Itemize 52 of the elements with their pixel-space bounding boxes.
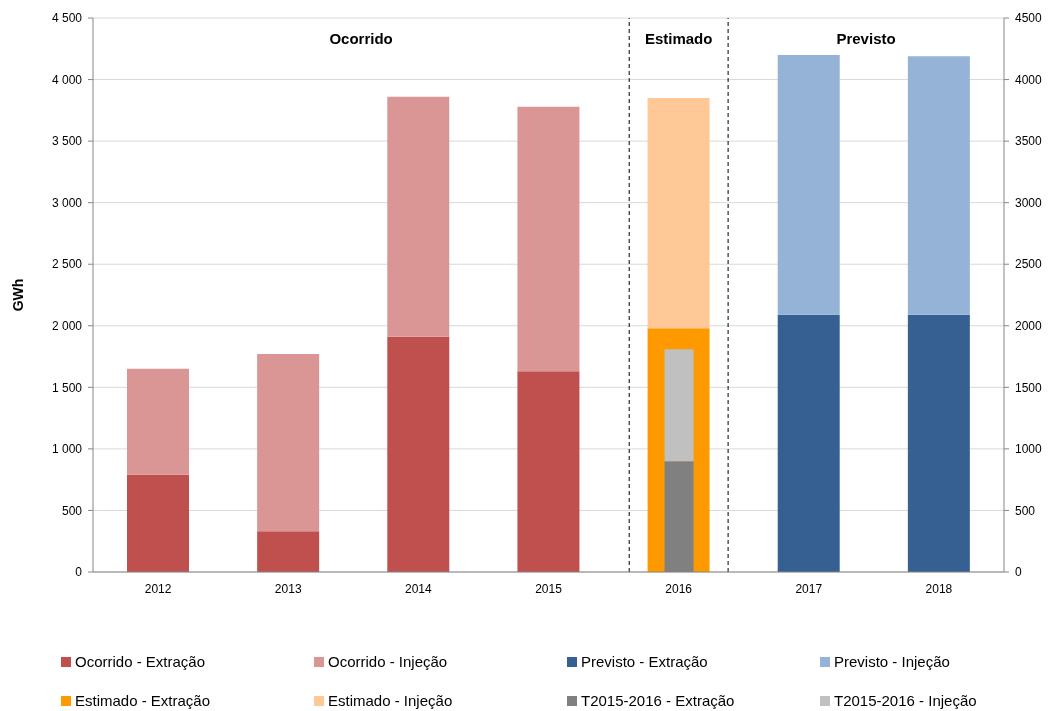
y2-tick-label: 500 <box>1015 503 1036 518</box>
bar <box>777 54 840 315</box>
bar <box>387 336 450 572</box>
bar <box>127 474 189 572</box>
bar <box>777 314 840 572</box>
legend-label: Estimado - Extração <box>75 692 211 709</box>
y-tick-label: 500 <box>61 503 83 518</box>
y2-tick-label: 2500 <box>1015 257 1043 272</box>
x-tick-label: 2014 <box>405 581 433 596</box>
x-tick-label: 2017 <box>795 581 823 596</box>
y-tick-label: 2 000 <box>51 319 83 334</box>
bar <box>387 96 450 337</box>
bar <box>907 314 970 572</box>
y2-tick-label: 4000 <box>1015 72 1043 87</box>
legend-label: T2015-2016 - Extração <box>581 692 735 709</box>
legend-label: T2015-2016 - Injeção <box>834 692 977 709</box>
bar <box>517 106 580 372</box>
bar <box>257 531 320 572</box>
bar <box>257 354 320 532</box>
bar <box>907 56 970 315</box>
bar <box>647 98 710 329</box>
x-tick-label: 2013 <box>274 581 302 596</box>
y2-tick-label: 3000 <box>1015 195 1043 210</box>
legend-label: Previsto - Injeção <box>834 653 950 670</box>
legend-label: Ocorrido - Extração <box>75 653 206 670</box>
annotation: Estimado <box>644 29 713 47</box>
y-tick-label: 4 000 <box>51 72 83 87</box>
x-tick-label: 2016 <box>665 581 693 596</box>
annotation: Previsto <box>836 29 896 47</box>
y-tick-label: 4 500 <box>51 11 83 26</box>
y2-tick-label: 3500 <box>1015 134 1043 149</box>
bar <box>517 371 580 572</box>
y-tick-label: 3 500 <box>51 134 83 149</box>
y-tick-label: 1 000 <box>51 442 83 457</box>
y-tick-label: 2 500 <box>51 257 83 272</box>
y-axis-title: GWh <box>10 278 26 312</box>
legend-label: Previsto - Extração <box>581 653 708 670</box>
x-tick-label: 2018 <box>925 581 953 596</box>
legend-label: Ocorrido - Injeção <box>328 653 448 670</box>
x-tick-label: 2012 <box>144 581 172 596</box>
y2-tick-label: 2000 <box>1015 319 1043 334</box>
y2-tick-label: 1500 <box>1015 380 1043 395</box>
x-tick-label: 2015 <box>535 581 563 596</box>
y-tick-label: 1 500 <box>51 380 83 395</box>
y2-tick-label: 4500 <box>1015 11 1043 26</box>
bar <box>127 368 189 475</box>
y2-tick-label: 0 <box>1015 565 1022 580</box>
y-tick-label: 3 000 <box>51 195 83 210</box>
legend-label: Estimado - Injeção <box>328 692 453 709</box>
annotation: Ocorrido <box>329 29 393 47</box>
y2-tick-label: 1000 <box>1015 442 1043 457</box>
y-tick-label: 0 <box>75 565 83 580</box>
